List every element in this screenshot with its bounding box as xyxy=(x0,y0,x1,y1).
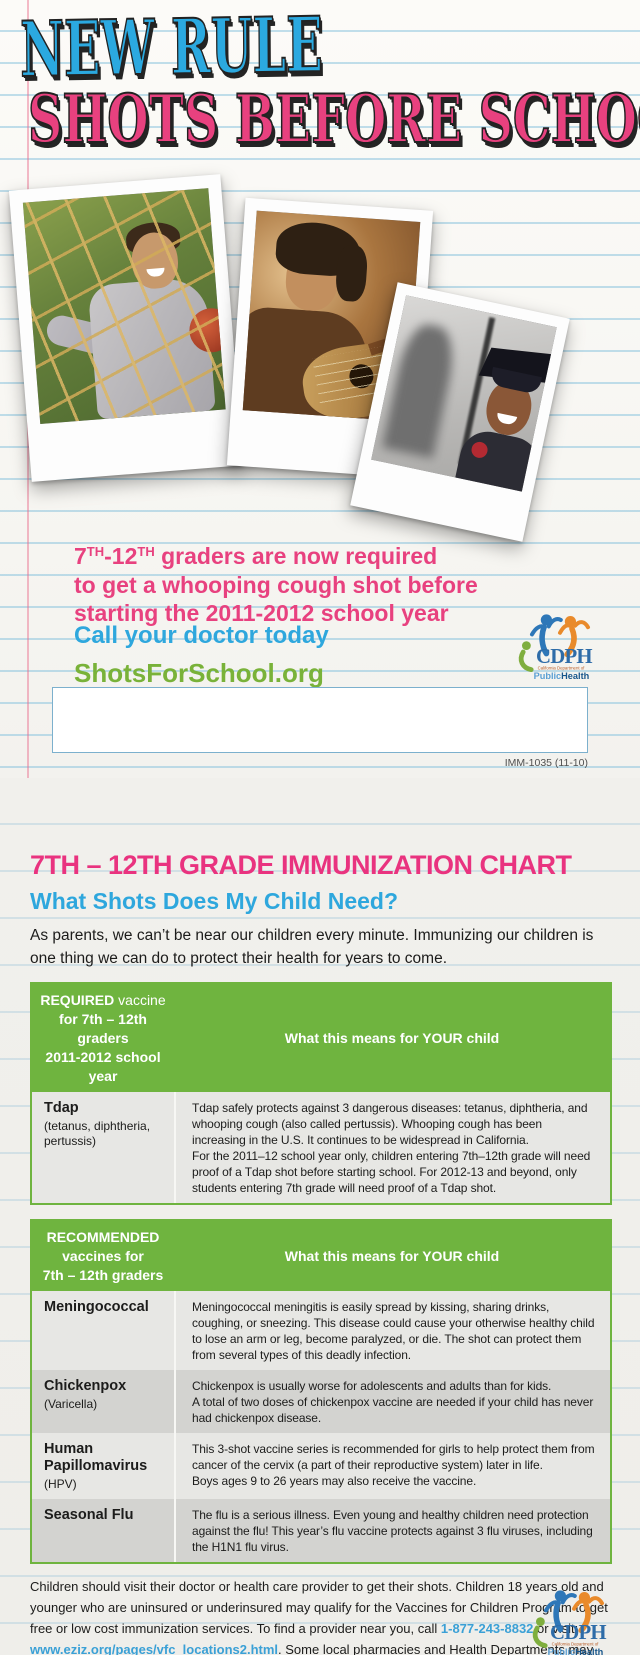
logo-orange-figure-body xyxy=(578,1602,591,1634)
chart-subtitle: What Shots Does My Child Need? xyxy=(30,888,399,914)
logo-publichealth: PublicHealth xyxy=(534,671,590,681)
footer-note: Children should visit their doctor or he… xyxy=(30,1579,608,1655)
recommended-header-right: What this means for YOUR child xyxy=(284,1248,500,1264)
logo-green-figure-head xyxy=(536,1617,545,1626)
vaccine-description: Tdap safely protects against 3 dangerous… xyxy=(174,1092,610,1203)
chart-intro: As parents, we can’t be near our childre… xyxy=(30,927,594,967)
recommended-vaccine-table: RECOMMENDED vaccines for 7th – 12th grad… xyxy=(30,1219,612,1564)
call-doctor-text: Call your doctor today xyxy=(74,622,329,649)
logo-orange-figure-body xyxy=(564,626,577,658)
required-table-header: REQUIRED vaccine for 7th – 12th graders … xyxy=(32,984,610,1092)
logo-acronym: CDPH xyxy=(536,645,592,668)
vaccine-subname: (HPV) xyxy=(44,1477,77,1491)
shotsforschool-link[interactable]: ShotsForSchool.org xyxy=(74,658,324,688)
immunization-chart-section: 7TH – 12TH GRADE IMMUNIZATION CHART What… xyxy=(0,778,640,1655)
provider-stamp-box[interactable] xyxy=(52,687,588,753)
superscript-th: TH xyxy=(86,544,105,559)
vaccine-name: Chickenpox xyxy=(44,1378,127,1394)
message-line1: 7TH-12TH graders are now required xyxy=(74,543,438,569)
headline-new-rule: NEW RULE xyxy=(19,0,324,95)
message-line2: to get a whooping cough shot before xyxy=(74,571,478,598)
logo-green-figure-body xyxy=(532,1625,548,1648)
logo-green-figure-body xyxy=(518,649,534,672)
photo-graduate-image xyxy=(371,295,557,492)
logo-blue-figure-body xyxy=(539,624,550,657)
vaccine-description: Chickenpox is usually worse for adolesce… xyxy=(174,1370,610,1433)
logo-acronym: CDPH xyxy=(550,1621,606,1644)
cdph-logo: CDPH California Department of PublicHeal… xyxy=(518,614,593,681)
requirement-message: 7TH-12TH graders are now required to get… xyxy=(74,538,478,628)
logo-dept-text: California Department of xyxy=(552,1642,600,1647)
logo-dept-text: California Department of xyxy=(538,666,586,671)
logo-publichealth: PublicHealth xyxy=(548,1647,604,1655)
vaccine-description: The flu is a serious illness. Even young… xyxy=(174,1499,610,1562)
photo-soccer-player xyxy=(8,174,244,482)
chart-title: 7TH – 12TH GRADE IMMUNIZATION CHART xyxy=(30,850,572,880)
vaccine-name: Seasonal Flu xyxy=(44,1507,134,1523)
recommended-header-left: RECOMMENDED vaccines for 7th – 12th grad… xyxy=(42,1229,164,1283)
form-number: IMM-1035 (11-10) xyxy=(504,757,588,769)
cdph-logo: CDPH California Department of PublicHeal… xyxy=(532,1590,607,1655)
table-row-tdap: Tdap (tetanus, diphtheria, pertussis) Td… xyxy=(32,1092,610,1203)
vaccine-subname: (tetanus, diphtheria, pertussis) xyxy=(44,1119,151,1148)
superscript-th: TH xyxy=(137,544,155,559)
flyer-top-section: NEW RULE SHOTS BEFORE SCHOOL xyxy=(0,0,640,778)
vaccine-description: Meningococcal meningitis is easily sprea… xyxy=(174,1291,610,1370)
recommended-table-header: RECOMMENDED vaccines for 7th – 12th grad… xyxy=(32,1221,610,1291)
vaccine-name: Human Papillomavirus xyxy=(44,1441,148,1474)
vaccine-subname: (Varicella) xyxy=(44,1397,98,1411)
logo-green-figure-head xyxy=(522,641,531,650)
required-header-left: REQUIRED vaccine for 7th – 12th graders … xyxy=(40,992,166,1084)
photo-soccer-image xyxy=(22,188,226,425)
headline-shots-before-school: SHOTS BEFORE SCHOOL xyxy=(27,80,640,158)
message-line3: starting the 2011-2012 school year xyxy=(74,600,449,626)
vfc-phone-link[interactable]: 1-877-243-8832 xyxy=(440,1621,534,1636)
vaccine-name: Tdap xyxy=(44,1100,79,1116)
goal-net-overlay xyxy=(22,188,226,425)
table-row-chickenpox: Chickenpox (Varicella) Chickenpox is usu… xyxy=(32,1370,610,1433)
logo-blue-figure-body xyxy=(553,1600,564,1633)
vaccine-description: This 3-shot vaccine series is recommende… xyxy=(174,1433,610,1499)
vaccine-name: Meningococcal xyxy=(44,1299,149,1315)
table-row-meningococcal: Meningococcal Meningococcal meningitis i… xyxy=(32,1291,610,1370)
required-vaccine-table: REQUIRED vaccine for 7th – 12th graders … xyxy=(30,982,612,1205)
table-row-hpv: Human Papillomavirus (HPV) This 3-shot v… xyxy=(32,1433,610,1499)
table-row-seasonal-flu: Seasonal Flu The flu is a serious illnes… xyxy=(32,1499,610,1562)
eziz-url-link[interactable]: www.eziz.org/pages/vfc_locations2.html xyxy=(30,1642,279,1655)
required-header-right: What this means for YOUR child xyxy=(284,1030,500,1046)
